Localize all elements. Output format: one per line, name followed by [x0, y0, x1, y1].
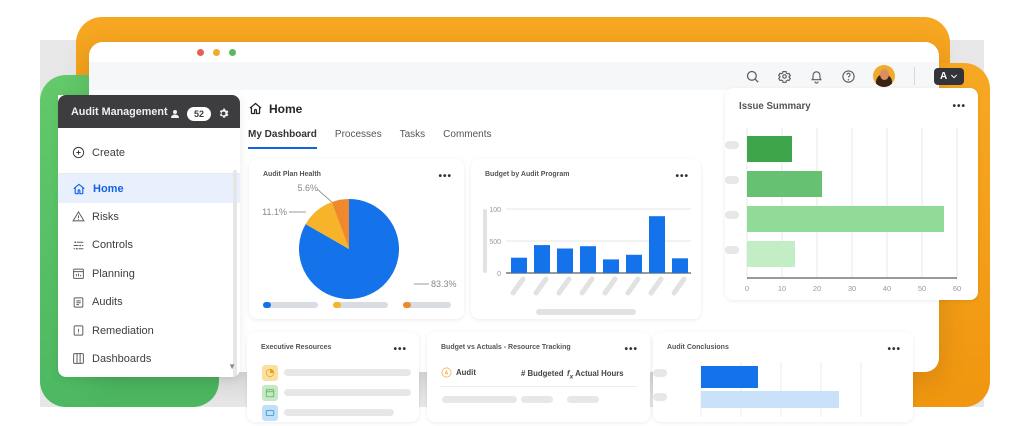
svg-text:500: 500 [489, 239, 501, 246]
svg-text:20: 20 [813, 284, 821, 293]
svg-text:5.6%: 5.6% [297, 183, 318, 193]
svg-text:A: A [445, 370, 449, 376]
svg-text:40: 40 [883, 284, 891, 293]
svg-text:60: 60 [953, 284, 961, 293]
svg-text:100: 100 [489, 207, 501, 214]
svg-text:0: 0 [745, 284, 749, 293]
svg-text:11.1%: 11.1% [262, 207, 287, 217]
svg-text:50: 50 [918, 284, 926, 293]
svg-text:0: 0 [497, 271, 501, 278]
svg-text:30: 30 [848, 284, 856, 293]
svg-text:10: 10 [778, 284, 786, 293]
svg-text:83.3%: 83.3% [431, 279, 457, 289]
